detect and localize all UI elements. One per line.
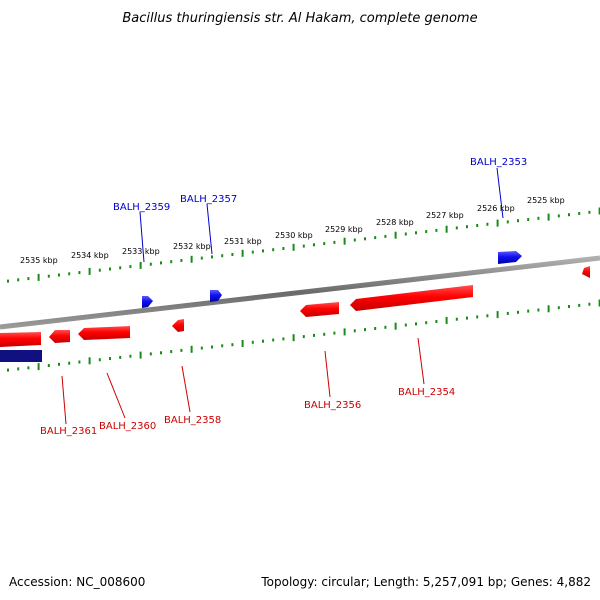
- gene-label-BALH_2360[interactable]: BALH_2360: [99, 421, 156, 432]
- leader-BALH_2357: [206, 203, 213, 255]
- label-leaders: [61, 167, 504, 425]
- leader-BALH_2359: [139, 211, 145, 263]
- gene-feature-edge-left[interactable]: [0, 332, 41, 347]
- tick-label: 2525 kbp: [527, 196, 565, 205]
- forward-strand-features: [0, 251, 522, 362]
- tick-label: 2535 kbp: [20, 256, 58, 265]
- tick-label: 2532 kbp: [173, 242, 211, 251]
- genome-backbone: [0, 255, 600, 330]
- gene-labels: BALH_2353 BALH_2354 BALH_2356 BALH_2357 …: [40, 157, 527, 437]
- gene-feature-BALH_2359[interactable]: [142, 296, 153, 308]
- tick-label: 2528 kbp: [376, 218, 414, 227]
- accession-text: Accession: NC_008600: [9, 575, 145, 589]
- gene-feature-BALH_2356[interactable]: [300, 302, 339, 317]
- reverse-strand-features: [0, 266, 590, 347]
- gene-label-BALH_2359[interactable]: BALH_2359: [113, 202, 170, 213]
- gene-label-BALH_2357[interactable]: BALH_2357: [180, 194, 237, 205]
- gene-feature-BALH_2360[interactable]: [78, 326, 130, 340]
- gene-label-BALH_2356[interactable]: BALH_2356: [304, 400, 361, 411]
- leader-BALH_2358: [181, 365, 191, 413]
- map-title: Bacillus thuringiensis str. Al Hakam, co…: [122, 11, 477, 26]
- tick-label: 2526 kbp: [477, 204, 515, 213]
- gene-feature-BALH_2361[interactable]: [49, 330, 70, 343]
- scale-ticks-lower: [7, 299, 600, 372]
- gene-label-BALH_2353[interactable]: BALH_2353: [470, 157, 527, 168]
- tick-label: 2529 kbp: [325, 225, 363, 234]
- leader-BALH_2361: [61, 375, 67, 425]
- gene-label-BALH_2358[interactable]: BALH_2358: [164, 415, 221, 426]
- gene-feature-BALH_2358[interactable]: [172, 319, 184, 332]
- leader-BALH_2353: [496, 167, 504, 219]
- gene-label-BALH_2354[interactable]: BALH_2354: [398, 387, 455, 398]
- gene-feature-edge-right[interactable]: [582, 266, 590, 278]
- leader-BALH_2360: [106, 372, 126, 419]
- gene-feature-BALH_2353[interactable]: [498, 251, 522, 264]
- tick-label: 2534 kbp: [71, 251, 109, 260]
- tick-label: 2527 kbp: [426, 211, 464, 220]
- dark-feature-block: [0, 350, 42, 362]
- tick-labels: 2535 kbp 2534 kbp 2533 kbp 2532 kbp 2531…: [20, 196, 565, 265]
- tick-label: 2533 kbp: [122, 247, 160, 256]
- genome-summary-text: Topology: circular; Length: 5,257,091 bp…: [260, 575, 591, 589]
- leader-BALH_2356: [324, 350, 331, 398]
- tick-label: 2531 kbp: [224, 237, 262, 246]
- scale-ticks-upper: [7, 207, 600, 283]
- leader-BALH_2354: [417, 337, 425, 385]
- gene-label-BALH_2361[interactable]: BALH_2361: [40, 426, 97, 437]
- tick-label: 2530 kbp: [275, 231, 313, 240]
- gene-feature-BALH_2357[interactable]: [210, 290, 222, 302]
- gene-feature-BALH_2354[interactable]: [350, 285, 473, 311]
